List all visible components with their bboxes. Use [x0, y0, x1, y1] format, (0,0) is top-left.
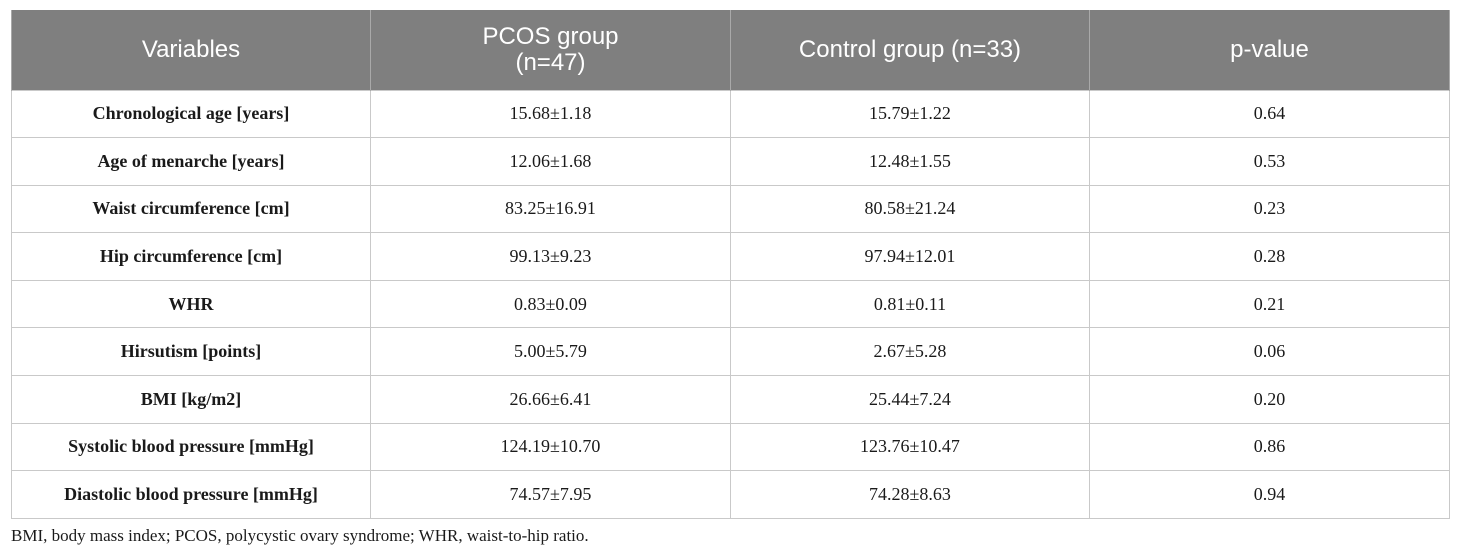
- table-row: Waist circumference [cm] 83.25±16.91 80.…: [11, 184, 1450, 234]
- header-control-group: Control group (n=33): [730, 10, 1090, 90]
- cell-p-value: 0.06: [1089, 327, 1450, 377]
- header-control-group-label: Control group (n=33): [798, 35, 1022, 63]
- cell-pcos: 99.13±9.23: [370, 232, 731, 281]
- cell-pcos: 15.68±1.18: [370, 89, 731, 139]
- cell-pcos: 5.00±5.79: [370, 327, 731, 377]
- header-pcos-group-label: PCOS group: [482, 22, 619, 50]
- cell-variable: Hirsutism [points]: [11, 327, 371, 377]
- table-row: BMI [kg/m2] 26.66±6.41 25.44±7.24 0.20: [11, 375, 1450, 424]
- cell-control: 15.79±1.22: [730, 89, 1090, 139]
- header-p-value-label: p-value: [1230, 35, 1309, 63]
- table-row: Hip circumference [cm] 99.13±9.23 97.94±…: [11, 232, 1450, 281]
- cell-p-value: 0.94: [1089, 470, 1450, 519]
- data-table-container: Variables PCOS group (n=47) Control grou…: [11, 10, 1450, 519]
- table-row: Diastolic blood pressure [mmHg] 74.57±7.…: [11, 470, 1450, 519]
- cell-control: 97.94±12.01: [730, 232, 1090, 281]
- table-row: Age of menarche [years] 12.06±1.68 12.48…: [11, 137, 1450, 186]
- cell-p-value: 0.20: [1089, 375, 1450, 424]
- cell-control: 25.44±7.24: [730, 375, 1090, 424]
- cell-control: 123.76±10.47: [730, 422, 1090, 472]
- header-pcos-group: PCOS group (n=47): [370, 10, 731, 90]
- cell-p-value: 0.21: [1089, 279, 1450, 329]
- cell-variable: Systolic blood pressure [mmHg]: [11, 422, 371, 472]
- header-row: Variables PCOS group (n=47) Control grou…: [11, 10, 1450, 90]
- table-footnote: BMI, body mass index; PCOS, polycystic o…: [11, 526, 589, 545]
- cell-pcos: 26.66±6.41: [370, 375, 731, 424]
- cell-p-value: 0.64: [1089, 89, 1450, 139]
- cell-p-value: 0.28: [1089, 232, 1450, 281]
- cell-p-value: 0.23: [1089, 184, 1450, 234]
- table-row: Hirsutism [points] 5.00±5.79 2.67±5.28 0…: [11, 327, 1450, 377]
- table-row: WHR 0.83±0.09 0.81±0.11 0.21: [11, 279, 1450, 329]
- cell-variable: Diastolic blood pressure [mmHg]: [11, 470, 371, 519]
- cell-p-value: 0.53: [1089, 137, 1450, 186]
- cell-pcos: 74.57±7.95: [370, 470, 731, 519]
- cell-control: 0.81±0.11: [730, 279, 1090, 329]
- cell-variable: Waist circumference [cm]: [11, 184, 371, 234]
- cell-variable: WHR: [11, 279, 371, 329]
- header-p-value: p-value: [1089, 10, 1450, 90]
- table-row: Systolic blood pressure [mmHg] 124.19±10…: [11, 422, 1450, 472]
- cell-pcos: 12.06±1.68: [370, 137, 731, 186]
- cell-control: 2.67±5.28: [730, 327, 1090, 377]
- table-header: Variables PCOS group (n=47) Control grou…: [11, 10, 1450, 90]
- cell-control: 80.58±21.24: [730, 184, 1090, 234]
- cell-pcos: 0.83±0.09: [370, 279, 731, 329]
- cell-pcos: 83.25±16.91: [370, 184, 731, 234]
- cell-control: 12.48±1.55: [730, 137, 1090, 186]
- table-body: Chronological age [years] 15.68±1.18 15.…: [11, 89, 1450, 519]
- cell-pcos: 124.19±10.70: [370, 422, 731, 472]
- cell-variable: BMI [kg/m2]: [11, 375, 371, 424]
- cell-variable: Hip circumference [cm]: [11, 232, 371, 281]
- cell-p-value: 0.86: [1089, 422, 1450, 472]
- header-variables-label: Variables: [141, 35, 241, 63]
- data-table: Variables PCOS group (n=47) Control grou…: [11, 10, 1450, 519]
- header-pcos-group-count: (n=47): [515, 48, 586, 76]
- header-variables: Variables: [11, 10, 371, 90]
- cell-variable: Chronological age [years]: [11, 89, 371, 139]
- cell-control: 74.28±8.63: [730, 470, 1090, 519]
- table-row: Chronological age [years] 15.68±1.18 15.…: [11, 89, 1450, 139]
- cell-variable: Age of menarche [years]: [11, 137, 371, 186]
